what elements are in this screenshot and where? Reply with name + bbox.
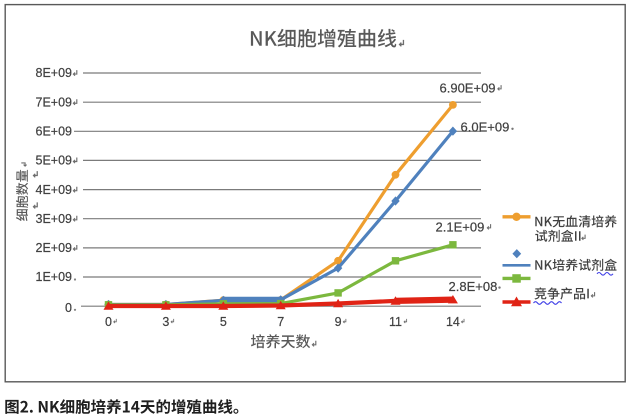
svg-text:1E+09: 1E+09 [36,270,73,284]
svg-text:0: 0 [105,315,112,329]
svg-text:3: 3 [162,315,169,329]
svg-text:6.90E+09: 6.90E+09 [440,81,496,96]
svg-text:5E+09: 5E+09 [36,154,73,168]
svg-text:6.0E+09: 6.0E+09 [461,120,510,135]
svg-text:3E+09: 3E+09 [36,212,73,226]
svg-text:2.1E+09: 2.1E+09 [436,220,485,235]
svg-text:2.8E+08: 2.8E+08 [449,279,498,294]
svg-text:14: 14 [446,315,460,329]
svg-text:11: 11 [389,315,402,329]
svg-text:0: 0 [65,301,72,315]
svg-text:7E+09: 7E+09 [36,95,73,109]
svg-text:6E+09: 6E+09 [36,125,73,139]
svg-text:5: 5 [220,315,227,329]
svg-text:8E+09: 8E+09 [36,66,73,80]
svg-text:7: 7 [277,315,284,329]
svg-text:2E+09: 2E+09 [36,241,73,255]
svg-text:9: 9 [335,315,342,329]
svg-text:4E+09: 4E+09 [36,183,73,197]
